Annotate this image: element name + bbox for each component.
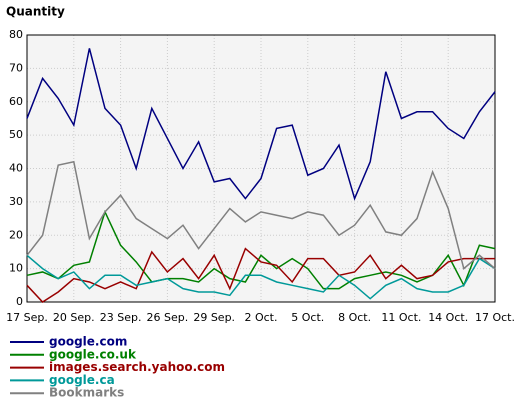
legend: google.comgoogle.co.ukimages.search.yaho… (10, 335, 225, 400)
x-tick-label: 23 Sep. (100, 311, 142, 324)
x-tick-label: 17 Sep. (6, 311, 48, 324)
chart-title: Quantity (6, 5, 65, 19)
x-tick-label: 2 Oct. (244, 311, 277, 324)
x-tick-label: 17 Oct. (475, 311, 515, 324)
plot-border (26, 34, 496, 303)
y-tick-label: 50 (9, 128, 23, 141)
series-line (26, 160, 496, 270)
y-tick-label: 30 (9, 195, 23, 208)
legend-label: Bookmarks (49, 386, 124, 400)
legend-label: google.ca (49, 373, 115, 387)
series-line (26, 254, 496, 300)
legend-label: images.search.yahoo.com (49, 360, 225, 374)
x-tick-label: 20 Sep. (53, 311, 95, 324)
series-line (26, 48, 496, 201)
x-tick-label: 26 Sep. (147, 311, 189, 324)
y-tick-label: 70 (9, 61, 23, 74)
y-tick-label: 40 (9, 162, 23, 175)
y-tick-label: 80 (9, 28, 23, 41)
y-tick-label: 10 (9, 262, 23, 275)
x-tick-label: 14 Oct. (428, 311, 468, 324)
y-tick-label: 0 (16, 295, 23, 308)
series-line (26, 247, 495, 303)
legend-label: google.com (49, 335, 127, 349)
y-tick-label: 20 (9, 228, 23, 241)
y-tick-label: 60 (9, 95, 23, 108)
x-tick-label: 29 Sep. (193, 311, 235, 324)
x-tick-label: 11 Oct. (381, 311, 421, 324)
x-tick-label: 8 Oct. (338, 311, 371, 324)
legend-label: google.co.uk (49, 347, 137, 361)
x-tick-label: 5 Oct. (291, 311, 324, 324)
